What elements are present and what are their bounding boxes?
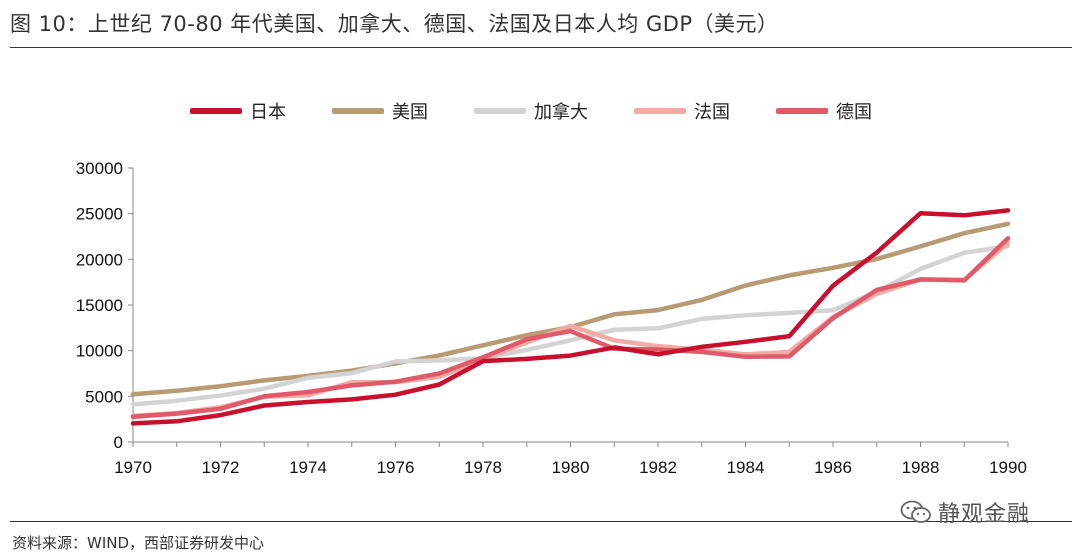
x-tick-label: 1984 — [727, 458, 765, 477]
x-tick-label: 1978 — [464, 458, 502, 477]
legend-swatch-canada — [474, 108, 526, 114]
watermark: 静观金融 — [900, 496, 1030, 528]
legend-swatch-japan — [190, 108, 242, 114]
figure-title: 图 10：上世纪 70-80 年代美国、加拿大、德国、法国及日本人均 GDP（美… — [10, 12, 779, 36]
x-tick-label: 1972 — [202, 458, 240, 477]
source-note: 资料来源：WIND，西部证券研发中心 — [12, 534, 265, 552]
legend-item-germany: 德国 — [776, 98, 872, 124]
legend-label-france: 法国 — [694, 102, 730, 123]
x-tick-label: 1990 — [989, 458, 1027, 477]
legend-label-germany: 德国 — [836, 102, 872, 123]
x-tick-label: 1986 — [814, 458, 852, 477]
y-tick-label: 0 — [114, 433, 123, 452]
y-tick-label: 25000 — [76, 205, 123, 224]
watermark-text: 静观金融 — [938, 502, 1031, 527]
legend-item-canada: 加拿大 — [474, 98, 588, 124]
x-tick-label: 1976 — [377, 458, 415, 477]
legend-label-canada: 加拿大 — [534, 102, 588, 123]
y-tick-label: 20000 — [76, 250, 123, 269]
x-tick-label: 1980 — [552, 458, 590, 477]
y-tick-label: 10000 — [76, 342, 123, 361]
legend-item-usa: 美国 — [332, 98, 428, 124]
x-tick-label: 1988 — [902, 458, 940, 477]
y-tick-label: 30000 — [76, 159, 123, 178]
y-tick-label: 5000 — [85, 387, 123, 406]
y-tick-label: 15000 — [76, 296, 123, 315]
legend-item-france: 法国 — [634, 98, 730, 124]
legend-swatch-france — [634, 108, 686, 114]
legend-swatch-germany — [776, 108, 828, 114]
legend-swatch-usa — [332, 108, 384, 114]
legend-item-japan: 日本 — [190, 98, 286, 124]
x-tick-label: 1982 — [639, 458, 677, 477]
legend-label-usa: 美国 — [392, 102, 428, 123]
source-divider — [10, 521, 1072, 522]
series-line-0 — [130, 208, 1011, 426]
wechat-icon — [900, 500, 931, 523]
series-line-4 — [130, 235, 1011, 420]
series-line-1 — [130, 221, 1011, 397]
x-tick-label: 1974 — [289, 458, 327, 477]
x-tick-label: 1970 — [114, 458, 152, 477]
legend-label-japan: 日本 — [250, 102, 286, 123]
title-divider — [10, 47, 1072, 48]
chart-legend: 日本 美国 加拿大 法国 德国 — [190, 98, 872, 124]
